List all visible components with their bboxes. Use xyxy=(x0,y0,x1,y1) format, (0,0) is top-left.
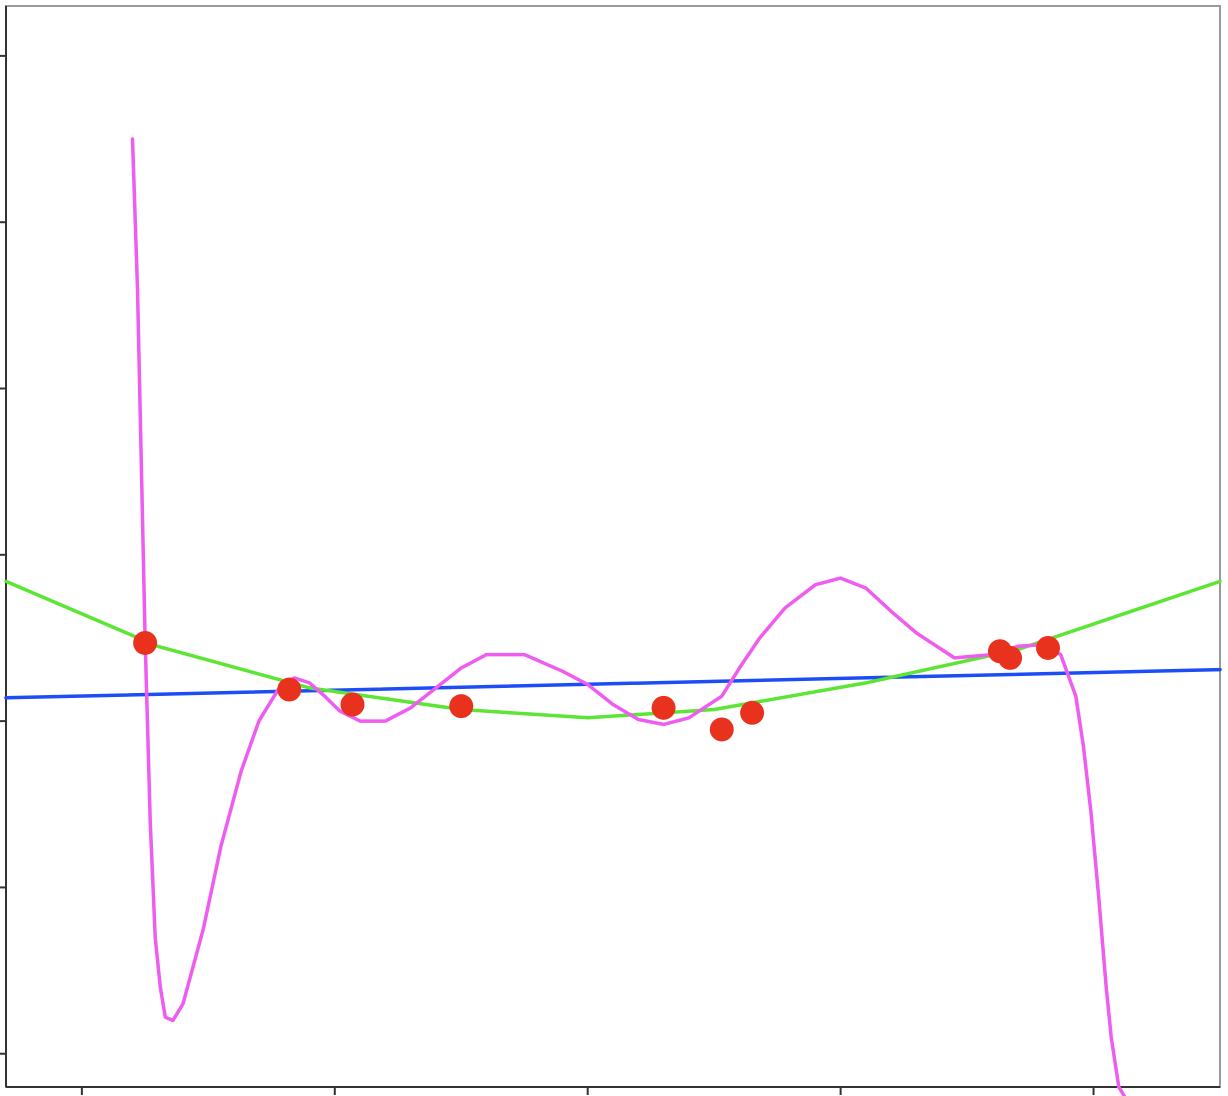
plot-frame xyxy=(5,5,1221,1088)
data-point xyxy=(740,700,765,725)
data-point xyxy=(133,630,158,655)
data-point xyxy=(449,694,474,719)
data-point xyxy=(1036,635,1061,660)
data-point xyxy=(709,717,734,742)
x-ticks xyxy=(80,1087,1095,1095)
quadratic-fit-line xyxy=(4,579,1222,720)
y-ticks xyxy=(0,54,6,1055)
data-point xyxy=(651,695,676,720)
data-point xyxy=(998,645,1023,670)
linear-fit-line xyxy=(4,667,1222,700)
points-layer xyxy=(133,630,1061,742)
data-point xyxy=(277,677,302,702)
data-point xyxy=(340,692,365,717)
